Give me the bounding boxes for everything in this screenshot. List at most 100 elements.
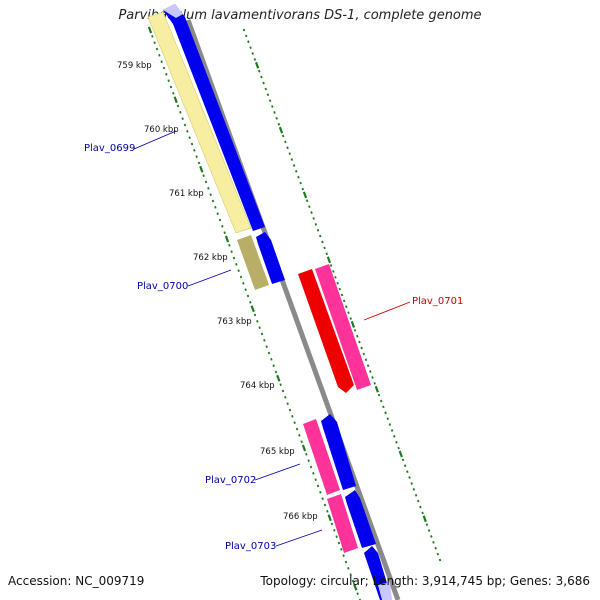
major-tick <box>327 514 332 522</box>
gene-feature-plav-0702[interactable] <box>303 419 340 495</box>
minor-tick <box>373 382 376 385</box>
minor-tick <box>386 417 389 420</box>
minor-tick <box>264 87 268 91</box>
minor-tick <box>167 79 170 82</box>
minor-tick <box>286 402 289 405</box>
minor-tick <box>176 104 180 108</box>
minor-tick <box>228 244 231 247</box>
cds-arrow-plav-0700[interactable] <box>256 232 285 284</box>
minor-tick <box>337 541 341 545</box>
minor-tick <box>309 465 313 469</box>
gene-feature-plav-0703[interactable] <box>327 494 358 553</box>
minor-tick <box>312 217 315 220</box>
gene-feature-plav-0700[interactable] <box>237 235 269 290</box>
minor-tick <box>401 458 405 462</box>
minor-tick <box>202 174 205 177</box>
minor-tick <box>244 34 248 38</box>
gene-label-plav-0701[interactable]: Plav_0701 <box>412 296 463 307</box>
minor-tick <box>358 598 361 600</box>
major-tick <box>278 126 284 134</box>
major-tick <box>422 515 427 523</box>
minor-tick <box>416 499 420 503</box>
minor-tick <box>338 287 342 291</box>
minor-tick <box>362 352 366 356</box>
minor-tick <box>295 427 299 431</box>
minor-tick <box>209 193 212 196</box>
gene-label-plav-0699[interactable]: Plav_0699 <box>84 143 135 154</box>
minor-tick <box>218 218 222 222</box>
minor-tick <box>181 117 184 120</box>
minor-tick <box>425 523 429 526</box>
minor-tick <box>377 393 381 397</box>
minor-tick <box>305 199 309 203</box>
gene-feature-plav-0699[interactable] <box>147 11 252 234</box>
leader-line-plav-0702 <box>254 463 301 481</box>
major-tick <box>173 96 178 104</box>
major-tick <box>276 374 281 382</box>
minor-tick <box>305 453 308 456</box>
map-title: Parvibaculum lavamentivorans DS-1, compl… <box>118 8 482 23</box>
minor-tick <box>356 592 359 595</box>
gene-label-plav-0703[interactable]: Plav_0703 <box>225 541 276 552</box>
minor-tick <box>274 370 278 374</box>
minor-tick <box>193 149 196 152</box>
minor-tick <box>347 567 350 570</box>
minor-tick <box>281 134 285 138</box>
gene-labels: Plav_0699 Plav_0700 Plav_0701 Plav_0702 … <box>84 130 463 552</box>
minor-tick <box>314 478 317 481</box>
minor-tick <box>263 339 266 342</box>
minor-tick <box>321 497 324 500</box>
major-tick <box>350 321 356 328</box>
minor-tick <box>326 510 329 513</box>
minor-tick <box>356 334 359 338</box>
minor-tick <box>379 399 383 403</box>
gene-feature-plav-0701[interactable] <box>315 264 371 390</box>
cds-arrow-plav-0699[interactable] <box>163 4 265 231</box>
major-tick <box>398 450 403 458</box>
major-tick <box>302 191 308 199</box>
major-tick <box>250 305 255 313</box>
minor-tick <box>344 560 348 564</box>
cds-arrow-plav-0701[interactable] <box>298 269 354 393</box>
minor-tick <box>268 99 272 102</box>
minor-tick <box>260 75 263 79</box>
minor-tick <box>253 58 257 61</box>
minor-tick <box>323 246 326 250</box>
major-tick <box>353 583 358 591</box>
minor-tick <box>349 573 352 576</box>
minor-tick <box>291 415 294 418</box>
minor-tick <box>314 223 318 226</box>
cds-arrow-plav-0703[interactable] <box>345 490 376 548</box>
minor-tick <box>290 158 294 161</box>
minor-tick <box>183 123 187 127</box>
minor-tick <box>190 142 194 146</box>
minor-tick <box>421 511 424 515</box>
minor-tick <box>286 146 289 150</box>
minor-tick <box>247 40 250 44</box>
leader-line-plav-0699 <box>133 130 177 150</box>
minor-tick <box>244 288 247 291</box>
minor-tick <box>242 282 245 285</box>
minor-tick <box>272 364 275 367</box>
tick-label: 760 kbp <box>144 125 179 135</box>
minor-tick <box>318 234 322 238</box>
gene-label-plav-0700[interactable]: Plav_0700 <box>137 281 188 292</box>
minor-tick <box>316 228 320 232</box>
gene-label-plav-0702[interactable]: Plav_0702 <box>205 475 256 486</box>
major-tick <box>254 61 260 69</box>
minor-tick <box>216 212 219 215</box>
minor-tick <box>364 358 368 362</box>
minor-tick <box>292 164 296 167</box>
cds-arrow-plav-0702[interactable] <box>321 414 356 490</box>
genome-backbone <box>185 19 401 600</box>
tick-label: 761 kbp <box>169 189 204 199</box>
minor-tick <box>288 152 291 155</box>
minor-tick <box>397 446 400 450</box>
major-tick <box>147 26 153 34</box>
scale-ticks-right <box>242 28 442 562</box>
minor-tick <box>329 264 333 267</box>
minor-tick <box>155 47 159 51</box>
major-tick <box>199 165 204 173</box>
tick-label: 764 kbp <box>240 381 275 391</box>
